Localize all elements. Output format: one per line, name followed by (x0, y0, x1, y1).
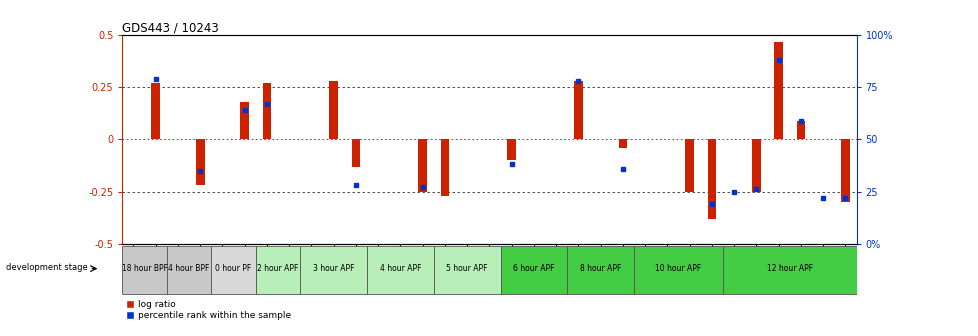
Bar (796, 121, 805, 139)
FancyBboxPatch shape (211, 246, 255, 294)
Bar (840, 139, 849, 202)
Bar (618, 139, 627, 148)
FancyBboxPatch shape (166, 246, 211, 294)
Text: GDS443 / 10243: GDS443 / 10243 (122, 21, 219, 34)
Bar (751, 139, 760, 192)
FancyBboxPatch shape (567, 246, 634, 294)
Bar (685, 139, 693, 192)
Bar (573, 81, 582, 139)
FancyBboxPatch shape (433, 246, 500, 294)
FancyBboxPatch shape (300, 246, 367, 294)
FancyBboxPatch shape (500, 246, 567, 294)
Legend: log ratio, percentile rank within the sample: log ratio, percentile rank within the sa… (127, 300, 290, 321)
Text: 6 hour APF: 6 hour APF (512, 264, 555, 273)
Bar (196, 139, 204, 185)
Text: 8 hour APF: 8 hour APF (580, 264, 621, 273)
Text: 4 hour BPF: 4 hour BPF (168, 264, 209, 273)
FancyBboxPatch shape (367, 246, 433, 294)
Text: 5 hour APF: 5 hour APF (446, 264, 487, 273)
FancyBboxPatch shape (723, 246, 856, 294)
Text: 0 hour PF: 0 hour PF (215, 264, 251, 273)
Text: 12 hour APF: 12 hour APF (766, 264, 812, 273)
Bar (707, 139, 716, 219)
Bar (774, 42, 782, 139)
FancyBboxPatch shape (634, 246, 723, 294)
Text: 2 hour APF: 2 hour APF (257, 264, 298, 273)
Text: development stage: development stage (6, 262, 88, 271)
Bar (507, 139, 515, 160)
Bar (440, 139, 449, 196)
Text: 4 hour APF: 4 hour APF (379, 264, 421, 273)
Text: 10 hour APF: 10 hour APF (655, 264, 701, 273)
Bar (240, 102, 249, 139)
Bar (262, 83, 271, 139)
Text: 3 hour APF: 3 hour APF (313, 264, 354, 273)
Bar (351, 139, 360, 167)
Bar (418, 139, 426, 192)
FancyBboxPatch shape (122, 246, 166, 294)
Text: 18 hour BPF: 18 hour BPF (121, 264, 167, 273)
Bar (152, 83, 160, 139)
FancyBboxPatch shape (255, 246, 300, 294)
Bar (329, 81, 337, 139)
